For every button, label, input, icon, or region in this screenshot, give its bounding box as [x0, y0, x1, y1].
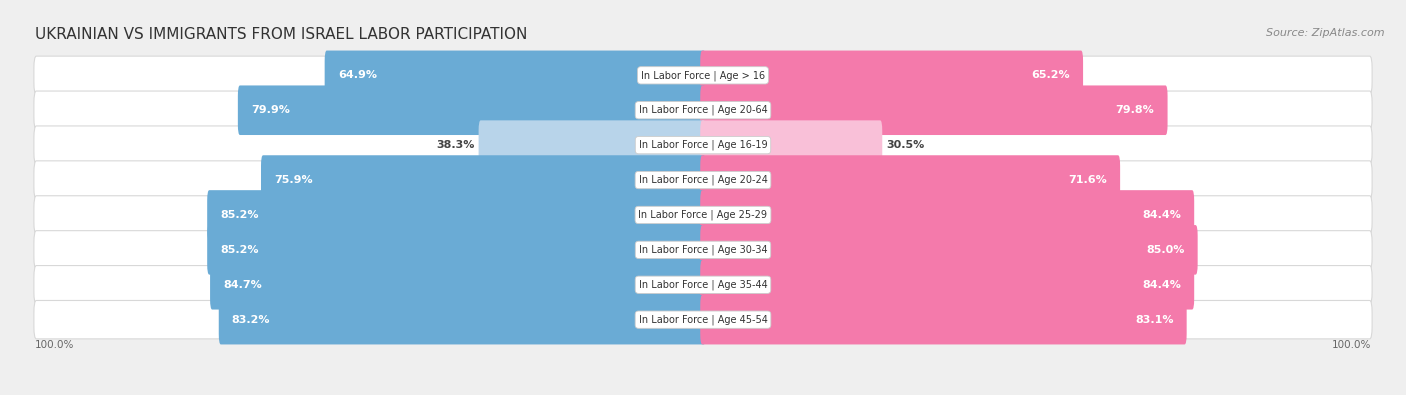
Text: In Labor Force | Age 25-29: In Labor Force | Age 25-29	[638, 210, 768, 220]
FancyBboxPatch shape	[34, 56, 1372, 94]
Text: 83.1%: 83.1%	[1135, 315, 1174, 325]
FancyBboxPatch shape	[34, 301, 1372, 339]
Text: 38.3%: 38.3%	[436, 140, 474, 150]
Text: In Labor Force | Age 20-64: In Labor Force | Age 20-64	[638, 105, 768, 115]
FancyBboxPatch shape	[262, 155, 706, 205]
FancyBboxPatch shape	[207, 190, 706, 240]
FancyBboxPatch shape	[34, 265, 1372, 304]
FancyBboxPatch shape	[700, 225, 1198, 275]
Text: 85.2%: 85.2%	[221, 210, 259, 220]
FancyBboxPatch shape	[34, 231, 1372, 269]
FancyBboxPatch shape	[34, 126, 1372, 164]
FancyBboxPatch shape	[700, 51, 1083, 100]
FancyBboxPatch shape	[207, 225, 706, 275]
Text: 85.0%: 85.0%	[1146, 245, 1185, 255]
FancyBboxPatch shape	[700, 190, 1194, 240]
Text: 84.7%: 84.7%	[224, 280, 262, 290]
Text: 71.6%: 71.6%	[1069, 175, 1107, 185]
Text: 100.0%: 100.0%	[35, 340, 75, 350]
Text: In Labor Force | Age 20-24: In Labor Force | Age 20-24	[638, 175, 768, 185]
Text: 83.2%: 83.2%	[232, 315, 270, 325]
Text: 84.4%: 84.4%	[1142, 280, 1181, 290]
Text: 75.9%: 75.9%	[274, 175, 312, 185]
Text: 64.9%: 64.9%	[337, 70, 377, 80]
FancyBboxPatch shape	[700, 155, 1121, 205]
FancyBboxPatch shape	[700, 295, 1187, 344]
Text: 85.2%: 85.2%	[221, 245, 259, 255]
Text: UKRAINIAN VS IMMIGRANTS FROM ISRAEL LABOR PARTICIPATION: UKRAINIAN VS IMMIGRANTS FROM ISRAEL LABO…	[35, 27, 527, 42]
Text: 84.4%: 84.4%	[1142, 210, 1181, 220]
FancyBboxPatch shape	[238, 85, 706, 135]
FancyBboxPatch shape	[700, 260, 1194, 310]
Text: In Labor Force | Age > 16: In Labor Force | Age > 16	[641, 70, 765, 81]
Text: 65.2%: 65.2%	[1032, 70, 1070, 80]
FancyBboxPatch shape	[478, 120, 706, 170]
Text: 30.5%: 30.5%	[886, 140, 925, 150]
Text: 79.9%: 79.9%	[250, 105, 290, 115]
Text: In Labor Force | Age 30-34: In Labor Force | Age 30-34	[638, 245, 768, 255]
FancyBboxPatch shape	[209, 260, 706, 310]
Text: 79.8%: 79.8%	[1116, 105, 1154, 115]
Text: In Labor Force | Age 16-19: In Labor Force | Age 16-19	[638, 140, 768, 150]
FancyBboxPatch shape	[700, 85, 1167, 135]
FancyBboxPatch shape	[34, 196, 1372, 234]
FancyBboxPatch shape	[34, 91, 1372, 130]
FancyBboxPatch shape	[34, 161, 1372, 199]
Text: In Labor Force | Age 45-54: In Labor Force | Age 45-54	[638, 314, 768, 325]
Text: In Labor Force | Age 35-44: In Labor Force | Age 35-44	[638, 280, 768, 290]
FancyBboxPatch shape	[700, 120, 882, 170]
FancyBboxPatch shape	[325, 51, 706, 100]
Text: 100.0%: 100.0%	[1331, 340, 1371, 350]
Text: Source: ZipAtlas.com: Source: ZipAtlas.com	[1267, 28, 1385, 38]
FancyBboxPatch shape	[219, 295, 706, 344]
